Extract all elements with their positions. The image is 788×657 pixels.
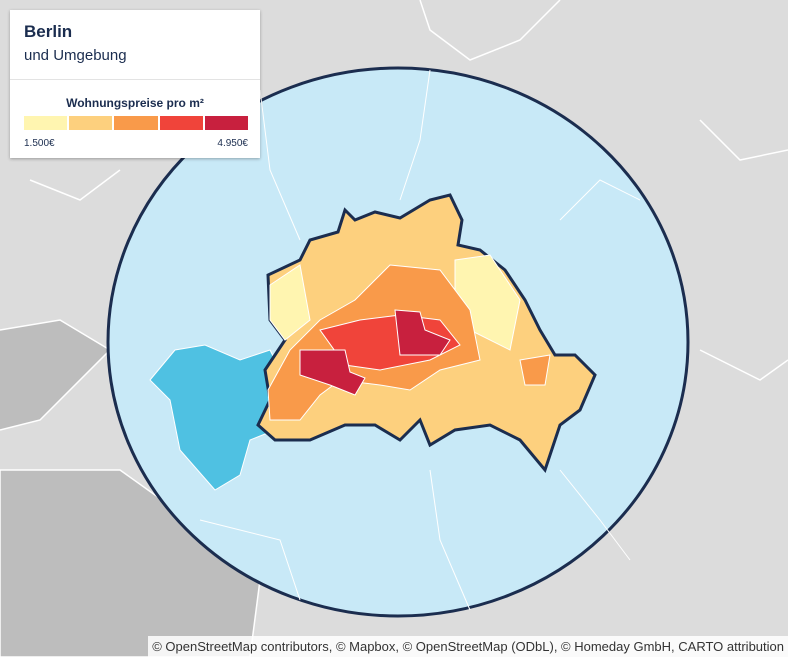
district [299,349,366,396]
district [394,309,451,356]
legend-min: 1.500€ [24,138,55,149]
legend-swatch [114,116,158,130]
attribution: © OpenStreetMap contributors, © Mapbox, … [148,636,788,657]
separator [10,79,260,80]
legend-max: 4.950€ [217,138,248,149]
legend-swatch [24,116,68,130]
municipality-borders [199,69,641,611]
legend-swatch [69,116,113,130]
subtitle: und Umgebung [24,47,127,64]
legend-swatch [159,116,203,130]
legend-title: Wohnungspreise pro m² [66,96,204,110]
legend-scale [24,116,249,130]
legend-swatch [204,116,249,130]
title: Berlin [24,22,73,41]
district [269,264,311,341]
district [519,354,551,386]
legend-panel: Berlin und Umgebung Wohnungspreise pro m… [10,10,260,158]
